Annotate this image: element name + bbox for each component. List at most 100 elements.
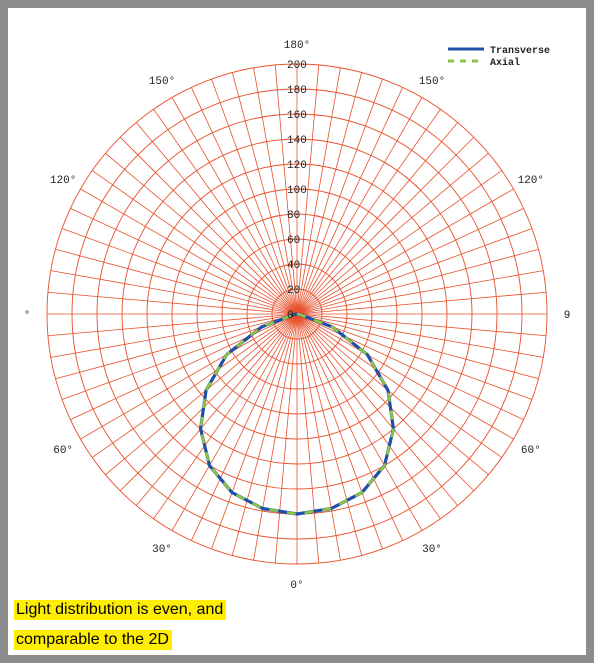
grid-spoke xyxy=(47,291,298,315)
grid-spoke xyxy=(211,313,298,550)
radial-tick-label: 120 xyxy=(287,160,307,172)
grid-spoke xyxy=(135,313,298,506)
grid-spoke xyxy=(80,188,298,315)
grid-spoke xyxy=(296,108,441,315)
grid-spoke xyxy=(296,313,383,550)
grid-spoke xyxy=(119,313,298,492)
grid-spoke xyxy=(61,228,298,315)
grid-spoke xyxy=(135,122,298,315)
grid-spoke xyxy=(55,248,298,315)
grid-spoke xyxy=(171,313,298,531)
grid-spoke xyxy=(296,313,475,492)
grid-spoke xyxy=(91,313,298,458)
grid-spoke xyxy=(296,152,489,315)
grid-spoke xyxy=(296,228,533,315)
grid-spoke xyxy=(296,313,441,520)
grid-spoke xyxy=(91,170,298,315)
grid-spoke xyxy=(296,248,539,315)
grid-spoke xyxy=(296,64,320,315)
grid-spoke xyxy=(296,270,544,315)
grid-spoke xyxy=(55,313,298,380)
radial-tick-label: 60 xyxy=(287,235,300,247)
grid-spoke xyxy=(105,152,298,315)
angle-tick-label: 120° xyxy=(50,175,76,187)
grid-spoke xyxy=(296,313,503,458)
caption-line-1: Light distribution is even, and xyxy=(14,600,227,620)
grid-spoke xyxy=(296,122,459,315)
grid-spoke xyxy=(296,207,524,315)
angle-tick-label: 30° xyxy=(422,544,442,556)
grid-spoke xyxy=(47,313,298,337)
grid-spoke xyxy=(50,313,298,358)
grid-spoke xyxy=(296,313,459,506)
angle-tick-label: 120° xyxy=(518,175,544,187)
grid-spoke xyxy=(296,97,423,315)
radial-tick-label: 40 xyxy=(287,260,300,272)
grid-spoke xyxy=(296,67,341,315)
grid-spoke xyxy=(296,313,524,421)
radial-tick-label: 180 xyxy=(287,85,307,97)
polar-grid xyxy=(46,63,548,565)
grid-spoke xyxy=(296,313,489,476)
grid-spoke xyxy=(296,313,539,380)
grid-spoke xyxy=(296,313,514,440)
angle-tick-label: 60° xyxy=(521,445,541,457)
angle-tick-label: 150° xyxy=(419,76,445,88)
grid-spoke xyxy=(153,313,298,520)
grid-spoke xyxy=(153,108,298,315)
radial-tick-label: 0 xyxy=(287,310,294,322)
grid-spoke xyxy=(296,188,514,315)
angle-tick-label: 60° xyxy=(53,445,73,457)
radial-tick-label: 20 xyxy=(287,285,300,297)
grid-spoke xyxy=(274,64,298,315)
grid-spoke xyxy=(296,313,404,541)
grid-spoke xyxy=(253,67,298,315)
grid-spoke xyxy=(105,313,298,476)
grid-spoke xyxy=(296,313,341,561)
radial-tick-label: 80 xyxy=(287,210,300,222)
angle-tick-label: 9 xyxy=(564,310,571,322)
grid-spoke xyxy=(296,72,363,315)
grid-spoke xyxy=(296,313,320,564)
grid-spoke xyxy=(296,78,383,315)
caption-line-2: comparable to the 2D xyxy=(14,630,172,650)
series-lines xyxy=(198,312,396,516)
grid-spoke xyxy=(80,313,298,440)
angle-tick-label: ° xyxy=(24,310,31,322)
grid-spoke xyxy=(231,313,298,556)
grid-spoke xyxy=(296,313,363,556)
grid-spoke xyxy=(274,313,298,564)
angle-tick-label: 150° xyxy=(149,76,175,88)
grid-spoke xyxy=(211,78,298,315)
grid-spoke xyxy=(253,313,298,561)
grid-spoke xyxy=(190,313,298,541)
grid-spoke xyxy=(171,97,298,315)
grid-spoke xyxy=(119,136,298,315)
series-line-axial xyxy=(199,312,395,516)
angle-tick-label: 0° xyxy=(290,580,303,592)
grid-spoke xyxy=(296,313,547,337)
grid-spoke xyxy=(296,87,404,315)
angle-tick-labels: 180° 150° 150° 120° 120° ° 9 60° 60° 30° 30° 0° xyxy=(24,40,571,592)
grid-spoke xyxy=(190,87,298,315)
grid-spoke xyxy=(296,136,475,315)
grid-spoke xyxy=(70,207,298,315)
radial-tick-labels: 0 20 40 60 80 100 120 140 160 180 200 xyxy=(287,60,307,322)
legend-label-transverse: Transverse xyxy=(490,46,550,57)
grid-spoke xyxy=(231,72,298,315)
grid-spoke xyxy=(50,270,298,315)
radial-tick-label: 100 xyxy=(287,185,307,197)
grid-spoke xyxy=(296,313,544,358)
angle-tick-label: 180° xyxy=(284,40,310,52)
grid-spoke xyxy=(296,291,547,315)
radial-tick-label: 160 xyxy=(287,110,307,122)
grid-spoke xyxy=(70,313,298,421)
grid-spoke xyxy=(296,170,503,315)
grid-spoke xyxy=(296,313,423,531)
legend-label-axial: Axial xyxy=(490,57,520,69)
legend: Transverse Axial xyxy=(448,46,550,69)
angle-tick-label: 30° xyxy=(152,544,172,556)
radial-tick-label: 140 xyxy=(287,135,307,147)
radial-tick-label: 200 xyxy=(287,60,307,72)
